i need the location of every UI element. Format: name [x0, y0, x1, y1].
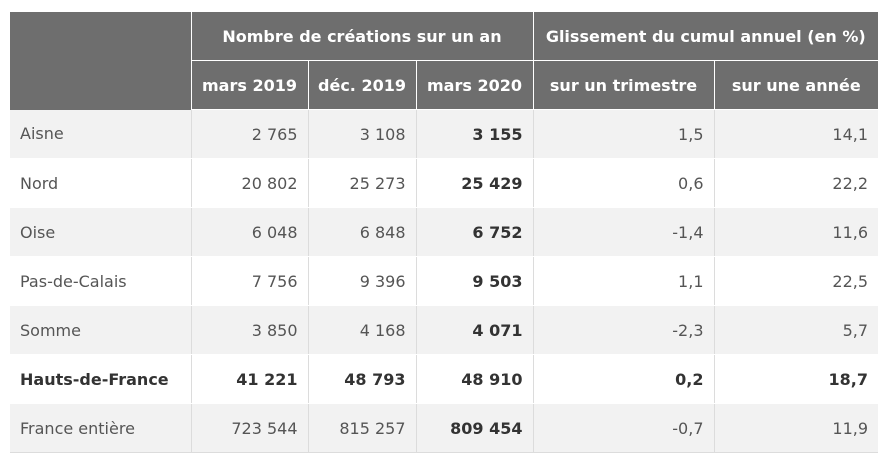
cell-mars-2020: 4 071: [416, 305, 534, 355]
table-row: France entière 723 544 815 257 809 454 -…: [10, 403, 879, 453]
cell-annee: 5,7: [714, 305, 879, 355]
cell-trimestre: -1,4: [533, 207, 715, 257]
header-dec-2019: déc. 2019: [308, 60, 417, 110]
header-group-glissement: Glissement du cumul annuel (en %): [533, 12, 879, 61]
header-corner: [10, 12, 192, 110]
cell-annee: 18,7: [714, 354, 879, 404]
cell-mars-2019: 41 221: [191, 354, 309, 404]
table-header: Nombre de créations sur un an Glissement…: [10, 12, 879, 110]
cell-trimestre: 0,2: [533, 354, 715, 404]
cell-trimestre: -0,7: [533, 403, 715, 453]
cell-mars-2020: 3 155: [416, 109, 534, 159]
cell-mars-2020: 25 429: [416, 158, 534, 208]
header-mars-2019: mars 2019: [191, 60, 309, 110]
cell-dec-2019: 48 793: [308, 354, 417, 404]
cell-annee: 11,9: [714, 403, 879, 453]
cell-mars-2019: 723 544: [191, 403, 309, 453]
cell-annee: 22,2: [714, 158, 879, 208]
row-name: France entière: [10, 403, 192, 453]
cell-mars-2020: 6 752: [416, 207, 534, 257]
creations-table: Nombre de créations sur un an Glissement…: [10, 12, 879, 453]
cell-dec-2019: 25 273: [308, 158, 417, 208]
table-row: Oise 6 048 6 848 6 752 -1,4 11,6: [10, 207, 879, 257]
row-name: Nord: [10, 158, 192, 208]
cell-mars-2020: 9 503: [416, 256, 534, 306]
table-row: Aisne 2 765 3 108 3 155 1,5 14,1: [10, 109, 879, 159]
table-container: Nombre de créations sur un an Glissement…: [10, 12, 879, 453]
cell-dec-2019: 4 168: [308, 305, 417, 355]
cell-mars-2019: 6 048: [191, 207, 309, 257]
row-name: Aisne: [10, 109, 192, 159]
cell-mars-2019: 7 756: [191, 256, 309, 306]
header-mars-2020: mars 2020: [416, 60, 534, 110]
cell-dec-2019: 6 848: [308, 207, 417, 257]
row-name: Hauts-de-France: [10, 354, 192, 404]
cell-mars-2019: 3 850: [191, 305, 309, 355]
cell-mars-2020: 809 454: [416, 403, 534, 453]
row-name: Somme: [10, 305, 192, 355]
cell-dec-2019: 3 108: [308, 109, 417, 159]
table-row: Nord 20 802 25 273 25 429 0,6 22,2: [10, 158, 879, 208]
header-trimestre: sur un trimestre: [533, 60, 715, 110]
cell-dec-2019: 9 396: [308, 256, 417, 306]
cell-trimestre: 1,5: [533, 109, 715, 159]
row-name: Oise: [10, 207, 192, 257]
cell-trimestre: -2,3: [533, 305, 715, 355]
header-group-creations: Nombre de créations sur un an: [191, 12, 534, 61]
cell-trimestre: 1,1: [533, 256, 715, 306]
table-row: Pas-de-Calais 7 756 9 396 9 503 1,1 22,5: [10, 256, 879, 306]
cell-annee: 11,6: [714, 207, 879, 257]
table-row: Somme 3 850 4 168 4 071 -2,3 5,7: [10, 305, 879, 355]
table-body: Aisne 2 765 3 108 3 155 1,5 14,1 Nord 20…: [10, 109, 879, 453]
table-row-total: Hauts-de-France 41 221 48 793 48 910 0,2…: [10, 354, 879, 404]
cell-mars-2019: 2 765: [191, 109, 309, 159]
row-name: Pas-de-Calais: [10, 256, 192, 306]
cell-dec-2019: 815 257: [308, 403, 417, 453]
cell-trimestre: 0,6: [533, 158, 715, 208]
header-annee: sur une année: [714, 60, 879, 110]
cell-annee: 22,5: [714, 256, 879, 306]
cell-mars-2019: 20 802: [191, 158, 309, 208]
cell-annee: 14,1: [714, 109, 879, 159]
cell-mars-2020: 48 910: [416, 354, 534, 404]
